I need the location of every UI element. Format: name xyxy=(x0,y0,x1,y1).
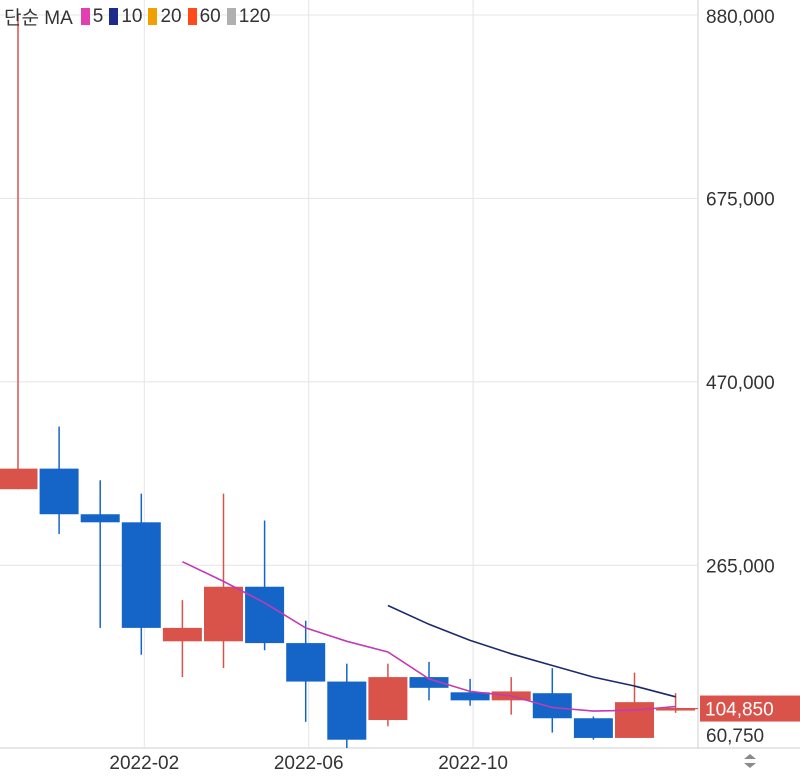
moving-average-legend: 단순 MA 5 10 20 60 120 xyxy=(4,3,270,30)
legend-title: 단순 MA xyxy=(4,8,73,29)
candle-body xyxy=(450,692,490,701)
y-tick-label: 675,000 xyxy=(706,189,775,210)
candle-body xyxy=(615,702,654,738)
legend-swatch-ma60 xyxy=(187,8,197,25)
candle-body xyxy=(39,468,79,515)
x-tick-label: 2022-10 xyxy=(438,753,508,771)
candle-body xyxy=(204,586,243,642)
y-tick-label: 470,000 xyxy=(706,373,775,394)
legend-swatch-ma5 xyxy=(80,8,90,25)
x-tick-label: 2022-06 xyxy=(274,753,344,771)
scroll-arrows-icon[interactable] xyxy=(740,752,760,770)
y-tick-label: 265,000 xyxy=(706,556,775,577)
y-tick-label: 880,000 xyxy=(706,7,775,28)
legend-label-ma10: 10 xyxy=(121,5,143,27)
legend-swatch-ma20 xyxy=(148,8,158,25)
current-price-badge xyxy=(700,695,800,722)
legend-label-ma120: 120 xyxy=(238,5,271,27)
legend-swatch-ma10 xyxy=(109,8,119,25)
candle-body xyxy=(286,643,326,682)
legend-swatch-ma120 xyxy=(226,8,236,25)
y-tick-label: 60,750 xyxy=(706,726,764,747)
candle-body xyxy=(532,693,572,719)
current-price-label: 104,850 xyxy=(705,700,774,721)
ma5-line xyxy=(182,560,676,712)
candle-body xyxy=(656,708,696,711)
legend-label-ma60: 60 xyxy=(199,5,221,27)
ma10-line xyxy=(387,604,676,698)
candle-body xyxy=(573,718,613,738)
candle-body xyxy=(0,468,38,490)
legend-label-ma20: 20 xyxy=(160,5,182,27)
candle-body xyxy=(121,522,161,628)
candle-body xyxy=(327,681,367,740)
candle-body xyxy=(409,677,449,688)
candle-body xyxy=(80,514,120,523)
candle-body xyxy=(162,627,202,642)
x-tick-label: 2022-02 xyxy=(109,753,179,771)
legend-label-ma5: 5 xyxy=(92,5,104,27)
candle-body xyxy=(368,677,408,721)
